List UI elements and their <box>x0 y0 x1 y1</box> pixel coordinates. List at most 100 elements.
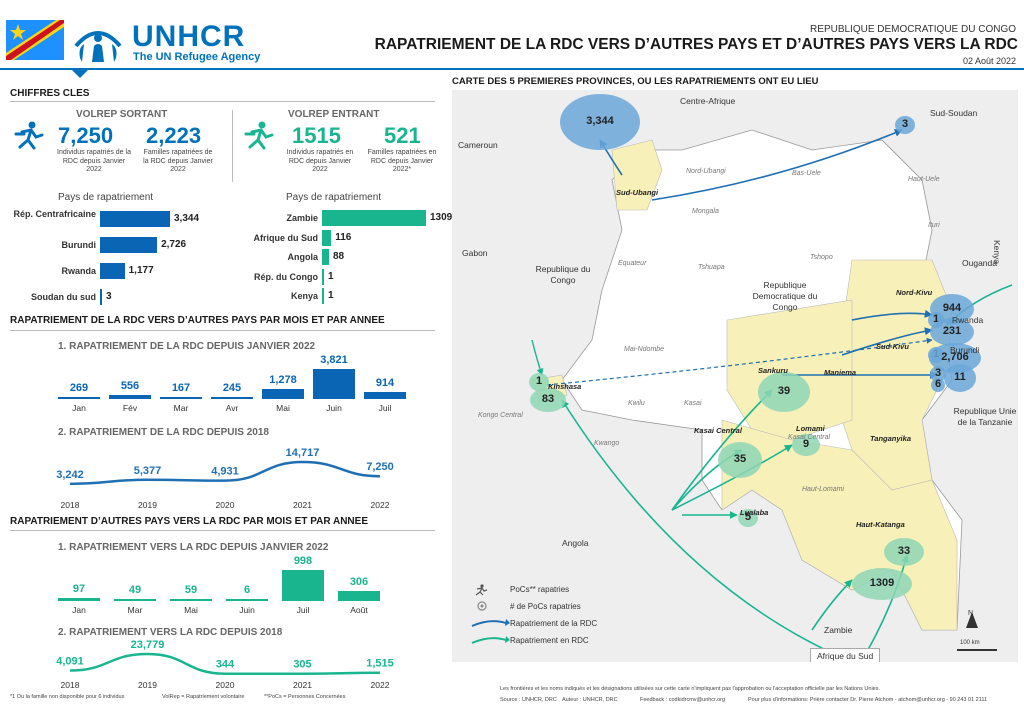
map-bubble-label: 9 <box>802 438 810 450</box>
map-bubble <box>944 364 976 392</box>
map-bubble <box>560 94 640 150</box>
country-label: Kenya <box>992 240 1002 265</box>
country-label: Burundi <box>61 240 97 250</box>
point-value: 344 <box>216 659 235 671</box>
point-value: 7,250 <box>366 461 394 473</box>
map-bubble <box>738 509 758 527</box>
map-bubble <box>930 318 974 346</box>
incoming-individuals-label: Individus rapatriés en RDC depuis Janvie… <box>286 149 354 173</box>
map-bubble-label: 1 <box>535 375 543 387</box>
chart-out-monthly-title: 1. RAPATRIEMENT DE LA RDC DEPUIS JANVIER… <box>58 341 316 352</box>
country-label: Republique Democratique du Congo <box>752 280 818 312</box>
country-value: 1,177 <box>128 265 154 276</box>
country-label: Centre-Afrique <box>680 96 736 106</box>
map-bubble-label: 35 <box>733 453 747 465</box>
outgoing-families: 2,223 <box>146 123 202 148</box>
map-bubble <box>758 372 810 412</box>
province-label: Kwango <box>594 440 620 447</box>
map-bubble <box>931 378 945 392</box>
map-bubble-label: 1309 <box>869 577 895 589</box>
series-line <box>69 652 381 675</box>
province-label: Ituri <box>928 222 940 229</box>
column-bar <box>338 591 380 601</box>
org-name: UNHCR <box>132 20 246 53</box>
outgoing-countries-title: Pays de rapatriement <box>58 192 154 203</box>
column-label: Mar <box>127 605 143 615</box>
country-label: Cameroun <box>458 140 498 150</box>
country-bar <box>100 237 158 253</box>
footnote-volrep: VolRep = Rapatriement volontaire <box>162 694 245 700</box>
province-label: Kasai <box>684 400 702 407</box>
x-tick-label: 2018 <box>61 680 80 690</box>
province-label: Haut-Uele <box>908 176 940 183</box>
map-bubble-label: 1 <box>932 313 940 325</box>
incoming-families-label: Familles rapatriées en RDC depuis Janvie… <box>367 149 437 173</box>
country-label: Burundi <box>950 345 980 355</box>
section-in-title: RAPATRIEMENT D’AUTRES PAYS VERS LA RDC P… <box>10 516 368 527</box>
map-bubble <box>792 434 820 456</box>
chart-out-yearly-title: 2. RAPATRIEMENT DE LA RDC DEPUIS 2018 <box>58 427 269 438</box>
outgoing-individuals: 7,250 <box>58 123 114 148</box>
column-label: Juil <box>296 605 310 615</box>
column-value: 167 <box>171 382 191 394</box>
country-label: Angola <box>562 538 589 548</box>
x-tick-label: 2019 <box>138 680 157 690</box>
province-label: Kasai Central <box>694 426 742 435</box>
legend-pocs: PoCs** rapatries <box>510 585 570 594</box>
province-label: Kinshasa <box>548 382 582 391</box>
map-legend: PoCs** rapatries # de PoCs rapatries Rap… <box>470 580 620 660</box>
country-name: REPUBLIQUE DEMOCRATIQUE DU CONGO <box>810 24 1016 35</box>
scale-label: 100 km <box>960 640 980 646</box>
arrow-out-icon <box>471 619 510 627</box>
map-bubble-label: 11 <box>954 371 966 383</box>
section-rule <box>10 101 435 102</box>
column-bar <box>313 369 355 399</box>
column-bar <box>58 597 100 601</box>
column-label: Juin <box>326 403 342 413</box>
header-divider <box>0 68 1024 70</box>
map-disclaimer: Les frontières et les noms indiqués et l… <box>500 686 881 692</box>
x-tick-label: 2020 <box>216 500 235 510</box>
x-tick-label: 2018 <box>61 500 80 510</box>
x-tick-label: 2022 <box>371 500 390 510</box>
country-label: Soudan du sud <box>31 292 96 302</box>
column-bar <box>109 394 151 399</box>
incoming-title: VOLREP ENTRANT <box>288 109 380 120</box>
x-tick-label: 2021 <box>293 500 312 510</box>
column-bar <box>58 396 100 399</box>
report-date: 02 Août 2022 <box>962 56 1016 66</box>
country-value: 1309 <box>430 212 453 223</box>
map-bubble-label: 231 <box>942 325 962 337</box>
author: Auteur : UNHCR, DRC <box>562 697 618 703</box>
footnote-families: *1 Ou la famille non disponible pour 6 i… <box>10 694 125 700</box>
incoming-individuals: 1515 <box>292 123 341 148</box>
map-bubble-label: 944 <box>942 302 962 314</box>
country-label: Republique du Congo <box>535 264 591 285</box>
column-value: 49 <box>128 584 142 596</box>
footnote-pocs: **PoCs = Personnes Concernées <box>264 694 346 700</box>
country-label: Afrique du Sud <box>253 232 319 243</box>
map-bubble <box>852 568 912 600</box>
point-value: 14,717 <box>286 447 320 459</box>
column-value: 1,278 <box>269 373 297 386</box>
country-bar <box>322 210 426 226</box>
country-value: 1 <box>328 270 334 282</box>
country-label: Angola <box>287 252 319 262</box>
page-title: RAPATRIEMENT DE LA RDC VERS D’AUTRES PAY… <box>374 36 1018 53</box>
province-label: Equateur <box>618 260 647 267</box>
source: Source : UNHCR, DRC <box>500 697 557 703</box>
column-bar <box>211 397 253 399</box>
country-label: Rép. du Congo <box>254 271 318 282</box>
column-label: Août <box>350 605 368 615</box>
vertical-divider <box>232 110 233 182</box>
country-value: 88 <box>332 251 345 262</box>
column-bar <box>262 388 304 399</box>
arrow-in-icon <box>471 636 510 644</box>
country-label: Zambie <box>286 213 318 223</box>
column-value: 3,821 <box>320 354 348 366</box>
province-label: Tshopo <box>810 254 833 261</box>
feedback: Feedback : codkidrcmv@unhcr.org <box>640 697 726 703</box>
point-value: 23,779 <box>131 639 165 651</box>
country-bar <box>100 263 125 279</box>
country-label: Rwanda <box>952 315 984 325</box>
